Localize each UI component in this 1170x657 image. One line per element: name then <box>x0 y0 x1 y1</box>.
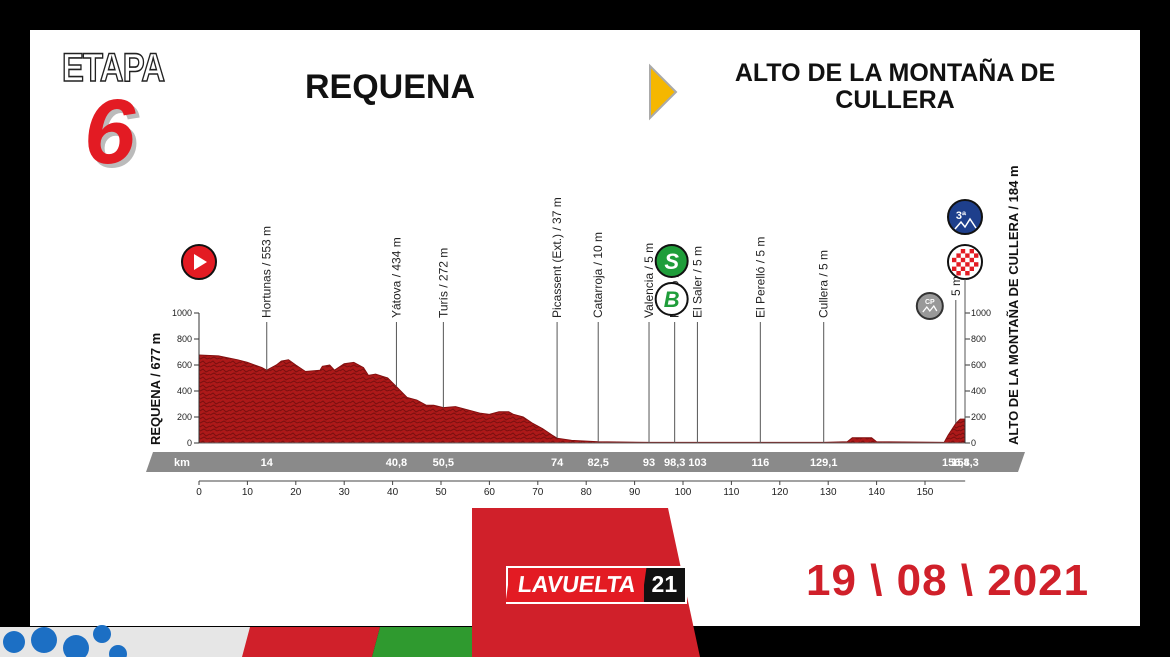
x-tick-label: 60 <box>484 487 496 498</box>
x-tick-label: 90 <box>629 487 641 498</box>
finish-town: ALTO DE LA MONTAÑA DE CULLERA <box>734 59 1056 114</box>
elevation-profile <box>198 354 966 444</box>
y-tick-label: 600 <box>971 360 986 370</box>
x-tick-label: 0 <box>196 487 202 498</box>
x-tick-label: 10 <box>242 487 254 498</box>
km-marker-label: 40,8 <box>386 457 407 469</box>
stage-label: ETAPA <box>61 45 165 91</box>
y-tick-label: 1000 <box>971 308 991 318</box>
dots-decoration <box>3 625 127 657</box>
finish-checker-cell <box>969 266 974 271</box>
km-marker-label: 158,3 <box>951 457 979 469</box>
bonus-icon-text: B <box>664 287 680 312</box>
brand-name: LAVUELTA <box>505 568 646 602</box>
y-tick-label: 0 <box>971 438 976 448</box>
km-marker-label: 82,5 <box>587 457 608 469</box>
km-marker-label: 50,5 <box>433 457 454 469</box>
y-tick-label: 800 <box>971 334 986 344</box>
y-tick-label: 400 <box>971 386 986 396</box>
finish-checker-cell <box>952 266 957 271</box>
passing-point-label: Valencia / 5 m <box>642 243 656 318</box>
finish-checker-cell <box>960 257 966 263</box>
finish-checker-cell <box>974 253 979 258</box>
passing-point-label: El Perelló / 5 m <box>753 237 767 318</box>
x-tick-label: 80 <box>581 487 593 498</box>
km-marker-label: 74 <box>551 457 564 469</box>
sprint-icon-text: S <box>664 249 679 274</box>
x-tick-label: 40 <box>387 487 399 498</box>
km-marker-label: 103 <box>688 457 706 469</box>
finish-checker-cell <box>974 262 979 267</box>
start-town: REQUENA <box>304 68 476 106</box>
km-axis-label: km <box>174 457 190 469</box>
passing-point-label: Cullera / 5 m <box>817 250 831 318</box>
finish-checker-cell <box>956 253 961 258</box>
km-marker-label: 129,1 <box>810 457 838 469</box>
start-icon-arrow <box>194 254 207 270</box>
stage-number: 6 <box>84 81 136 183</box>
finish-checker-cell <box>960 249 966 254</box>
km-marker-label: 93 <box>643 457 655 469</box>
finish-checker-cell <box>956 271 961 276</box>
x-tick-label: 140 <box>868 487 885 498</box>
x-tick-label: 150 <box>917 487 934 498</box>
climb-category-text: 3ª <box>956 210 967 222</box>
y-tick-label: 200 <box>971 412 986 422</box>
x-tick-label: 50 <box>435 487 447 498</box>
x-tick-label: 130 <box>820 487 837 498</box>
finish-checker-cell <box>969 257 974 263</box>
cp-icon-text: CP <box>925 299 935 306</box>
x-tick-label: 120 <box>771 487 788 498</box>
finish-checker-cell <box>952 257 957 263</box>
cp-icon <box>915 292 944 320</box>
bonus-icon <box>654 282 689 316</box>
y-tick-label: 1000 <box>172 308 192 318</box>
x-tick-label: 110 <box>723 487 739 498</box>
finish-checker-cell <box>965 253 970 258</box>
finish-checker <box>952 249 979 276</box>
climb-category-mountain <box>954 217 977 230</box>
stage-date: 19 \ 08 \ 2021 <box>806 556 1090 605</box>
start-altitude-label: REQUENA / 677 m <box>148 333 163 445</box>
finish-checker-cell <box>956 262 961 267</box>
km-marker-label: 156,4 <box>942 457 970 469</box>
arrow-icon <box>649 63 678 121</box>
y-tick-label: 400 <box>177 386 192 396</box>
passing-point-label: 5 m <box>949 276 963 296</box>
x-tick-label: 100 <box>675 487 692 498</box>
y-tick-label: 0 <box>187 438 192 448</box>
km-marker-label: 98,3 <box>664 457 685 469</box>
elevation-profile-shade <box>199 355 965 443</box>
vuelta-logo: LAVUELTA 21 <box>505 566 688 604</box>
km-marker-label: 14 <box>261 457 274 469</box>
passing-point-label: El Saler / 5 m <box>690 246 704 318</box>
x-tick-label: 20 <box>290 487 302 498</box>
passing-point-label: Hortunas / 553 m <box>260 226 274 318</box>
sprint-icon <box>654 244 689 278</box>
brand-year: 21 <box>643 568 686 602</box>
cp-icon-mountain <box>922 304 938 313</box>
x-tick-label: 30 <box>339 487 351 498</box>
finish-checker-cell <box>965 262 970 267</box>
passing-point-label: Yátova / 434 m <box>389 237 403 318</box>
passing-point-label: Turís / 272 m <box>436 248 450 318</box>
y-tick-label: 200 <box>177 412 192 422</box>
finish-checker-cell <box>960 266 966 271</box>
y-tick-label: 600 <box>177 360 192 370</box>
km-marker-label: 116 <box>751 457 769 469</box>
km-bar <box>146 452 1025 472</box>
x-tick-label: 70 <box>532 487 544 498</box>
finish-altitude-label: ALTO DE LA MONTAÑA DE CULLERA / 184 m <box>1006 165 1021 445</box>
passing-point-label: Picassent (Ext.) / 37 m <box>550 197 564 318</box>
finish-checker-cell <box>969 249 974 254</box>
y-tick-label: 800 <box>177 334 192 344</box>
finish-checker-cell <box>965 271 970 276</box>
passing-point-label: Catarroja / 10 m <box>591 232 605 318</box>
